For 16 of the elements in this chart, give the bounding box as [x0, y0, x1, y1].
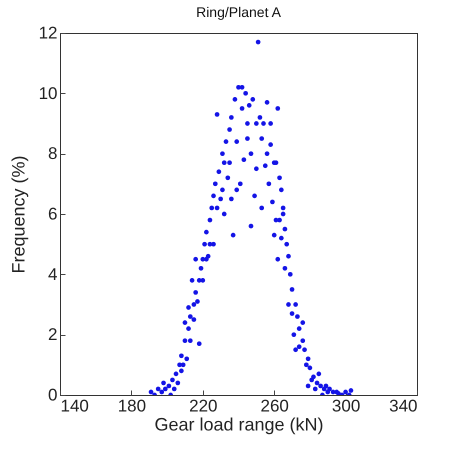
x-tick-label: 180	[118, 396, 146, 416]
x-axis-title: Gear load range (kN)	[154, 414, 324, 434]
chart-title: Ring/Planet A	[196, 4, 282, 20]
y-tick-label: 4	[48, 264, 58, 284]
x-tick-label: 340	[389, 396, 418, 416]
y-tick-label: 2	[48, 325, 58, 344]
x-tick-label: 260	[260, 396, 289, 416]
x-tick-label: 220	[189, 396, 218, 416]
y-tick-label: 8	[48, 144, 58, 164]
y-axis-title: Frequency (%)	[8, 155, 29, 274]
y-tick-label: 10	[38, 84, 58, 103]
x-tick-label: 300	[332, 396, 360, 416]
y-tick-label: 12	[38, 24, 58, 42]
x-tick-label: 140	[60, 396, 89, 416]
y-tick-label: 0	[48, 386, 58, 404]
y-tick-label: 6	[48, 204, 58, 224]
